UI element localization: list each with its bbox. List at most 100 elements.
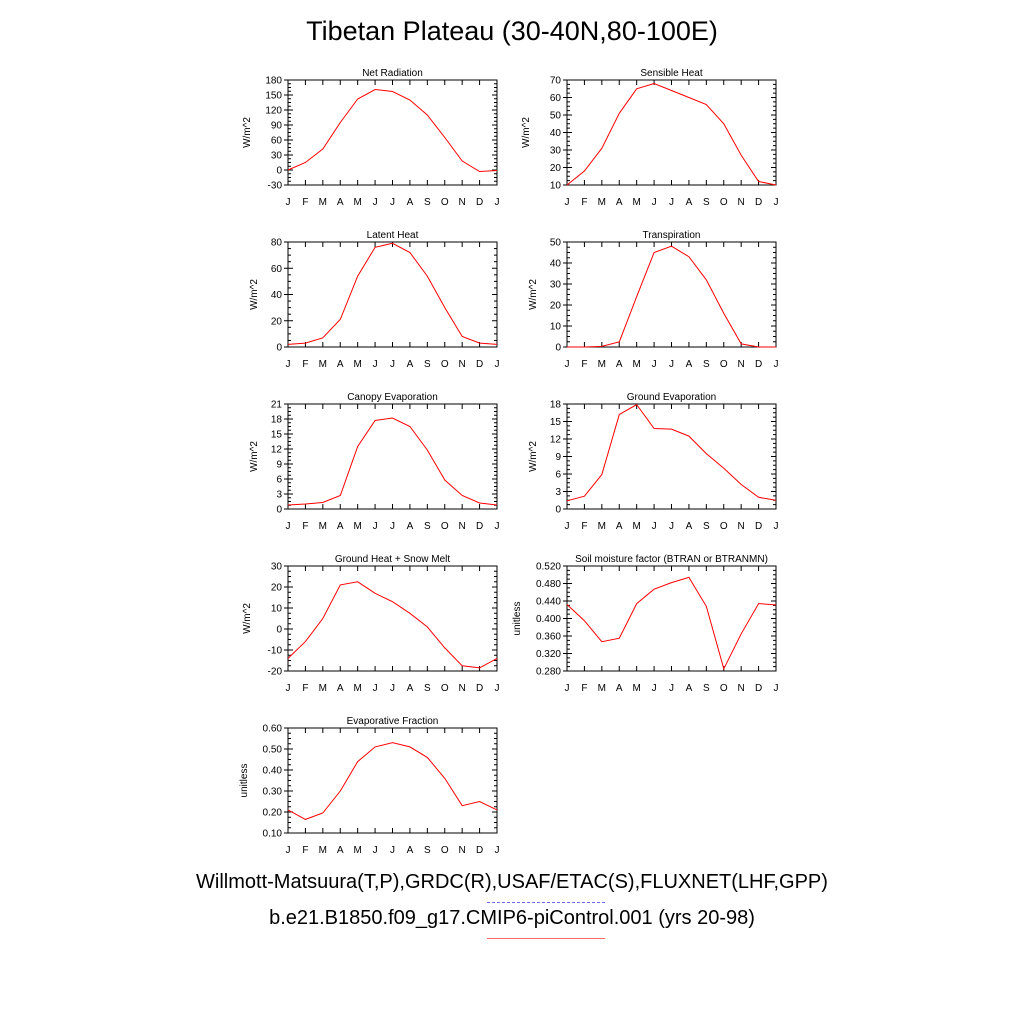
y-tick-label: 0.320 [536,649,561,660]
y-tick-label: 20 [271,583,283,594]
x-tick-label: S [703,683,710,694]
series-line [566,576,777,671]
y-tick-label: 150 [265,91,282,102]
y-tick-label: 6 [555,470,561,481]
x-tick-label: M [598,683,606,694]
y-tick-label: 15 [550,417,562,428]
panel-title: Canopy Evaporation [347,392,438,403]
y-tick-label: 80 [271,238,283,249]
x-tick-label: F [581,521,587,532]
x-tick-label: J [373,845,378,856]
y-tick-label: 30 [271,151,283,162]
x-tick-label: S [424,521,431,532]
x-tick-label: O [441,683,449,694]
y-tick-label: 3 [555,487,561,498]
x-tick-label: M [319,683,327,694]
y-tick-label: 20 [550,163,562,174]
x-tick-label: O [720,521,728,532]
chart-panel: Soil moisture factor (BTRAN or BTRANMN) u… [512,554,779,694]
x-tick-label: A [616,683,623,694]
x-tick-label: M [598,359,606,370]
y-tick-label: 50 [550,111,562,122]
x-tick-label: S [424,683,431,694]
x-tick-label: M [319,197,327,208]
x-tick-label: O [720,683,728,694]
x-tick-label: D [755,359,762,370]
y-tick-label: -10 [268,646,283,657]
x-tick-label: J [565,197,570,208]
x-tick-label: N [738,521,745,532]
x-tick-label: J [652,359,657,370]
y-tick-label: 9 [276,460,282,471]
y-tick-label: 0 [276,625,282,636]
x-tick-label: O [441,521,449,532]
x-tick-label: N [459,197,466,208]
x-tick-label: J [774,197,779,208]
x-tick-label: A [337,845,344,856]
y-tick-label: 40 [550,128,562,139]
model-case-label: b.e21.B1850.f09_g17.CMIP6-piControl.001 … [269,907,755,929]
y-tick-label: 0 [555,505,561,516]
y-tick-label: 20 [271,316,283,327]
x-tick-label: A [686,683,693,694]
y-tick-label: 12 [550,435,562,446]
x-tick-label: O [720,197,728,208]
y-tick-label: 180 [265,76,282,87]
y-tick-label: 0.60 [263,724,283,735]
y-tick-label: 10 [271,604,283,615]
plot-frame [287,241,498,348]
x-tick-label: S [424,359,431,370]
y-tick-label: 18 [550,400,562,411]
x-tick-label: J [286,359,291,370]
x-tick-label: S [703,521,710,532]
y-tick-label: 0 [555,343,561,354]
x-tick-label: A [337,683,344,694]
x-tick-label: S [703,197,710,208]
y-tick-label: 0 [276,505,282,516]
panel-title: Sensible Heat [640,68,702,79]
x-tick-label: A [407,359,414,370]
series-line [566,82,777,186]
x-tick-label: N [738,359,745,370]
x-tick-label: N [459,845,466,856]
x-tick-label: J [286,845,291,856]
plot-frame [566,79,777,186]
y-axis-label: W/m^2 [242,603,253,634]
y-tick-label: 40 [550,259,562,270]
plot-frame [566,403,777,510]
x-tick-label: J [373,197,378,208]
x-tick-label: D [755,197,762,208]
x-tick-label: N [459,359,466,370]
x-tick-label: F [581,359,587,370]
x-tick-label: M [353,359,361,370]
y-tick-label: 30 [550,280,562,291]
x-tick-label: D [476,683,483,694]
x-tick-label: S [424,845,431,856]
plot-frame [287,79,498,186]
x-tick-label: J [774,683,779,694]
y-tick-label: 60 [271,264,283,275]
y-tick-label: -20 [268,667,283,678]
x-tick-label: F [302,521,308,532]
y-tick-label: -30 [268,181,283,192]
series-line [287,581,498,669]
y-tick-label: 0.30 [263,787,283,798]
x-tick-label: F [581,683,587,694]
panel-title: Ground Evaporation [627,392,717,403]
y-tick-label: 120 [265,106,282,117]
x-tick-label: J [495,197,500,208]
y-tick-label: 0.40 [263,766,283,777]
plot-frame [287,727,498,834]
panel-title: Soil moisture factor (BTRAN or BTRANMN) [575,554,768,565]
y-tick-label: 3 [276,490,282,501]
x-tick-label: J [390,683,395,694]
x-tick-label: M [353,845,361,856]
y-tick-label: 40 [271,290,283,301]
y-tick-label: 0.50 [263,745,283,756]
y-tick-label: 0.520 [536,562,561,573]
y-tick-label: 21 [271,400,283,411]
x-tick-label: J [565,359,570,370]
x-tick-label: J [495,683,500,694]
y-tick-label: 18 [271,415,283,426]
